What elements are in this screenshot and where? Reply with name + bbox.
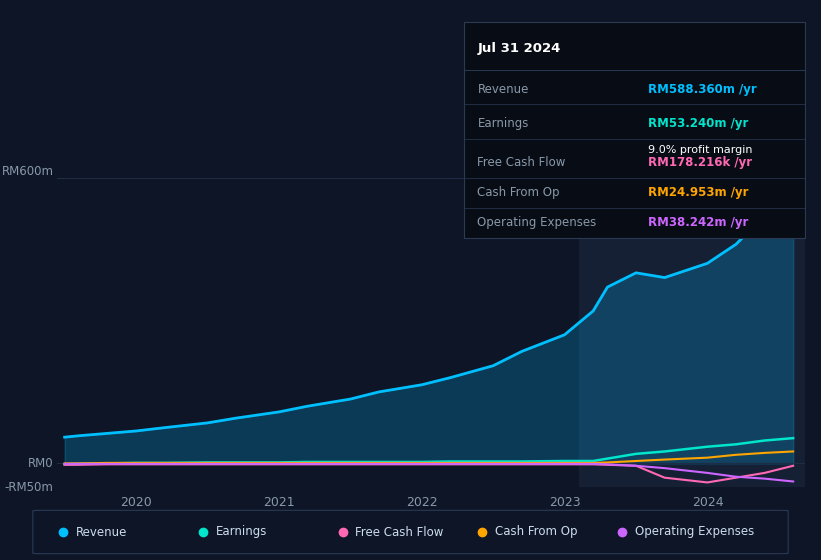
Text: RM53.240m /yr: RM53.240m /yr (648, 117, 748, 130)
Text: Cash From Op: Cash From Op (495, 525, 578, 539)
Text: -RM50m: -RM50m (5, 480, 53, 494)
Text: Revenue: Revenue (478, 83, 529, 96)
Text: RM600m: RM600m (2, 165, 53, 178)
Text: Jul 31 2024: Jul 31 2024 (478, 42, 561, 55)
Text: RM38.242m /yr: RM38.242m /yr (648, 217, 748, 230)
Text: 9.0% profit margin: 9.0% profit margin (648, 145, 752, 155)
Text: RM24.953m /yr: RM24.953m /yr (648, 186, 749, 199)
Text: Earnings: Earnings (478, 117, 529, 130)
Text: Cash From Op: Cash From Op (478, 186, 560, 199)
Text: Free Cash Flow: Free Cash Flow (355, 525, 443, 539)
Text: Free Cash Flow: Free Cash Flow (478, 156, 566, 169)
Bar (579, 168, 805, 487)
Text: Revenue: Revenue (76, 525, 127, 539)
Text: RM0: RM0 (28, 457, 53, 470)
Text: Operating Expenses: Operating Expenses (478, 217, 597, 230)
Text: RM178.216k /yr: RM178.216k /yr (648, 156, 752, 169)
Text: Earnings: Earnings (216, 525, 267, 539)
Text: Operating Expenses: Operating Expenses (635, 525, 754, 539)
Text: RM588.360m /yr: RM588.360m /yr (648, 83, 757, 96)
